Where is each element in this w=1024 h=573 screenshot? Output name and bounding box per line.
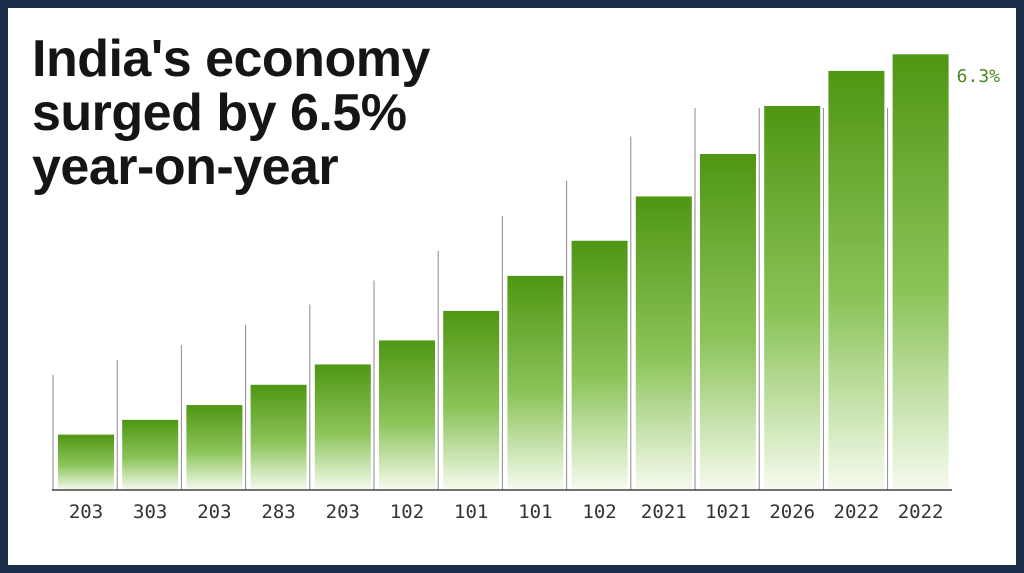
x-tick-label: 102: [582, 501, 616, 523]
gridlines: [52, 108, 889, 490]
x-tick-labels: 203 303 203 283 203 102 101 101 102 2021 1021 2026 2…: [69, 501, 944, 523]
x-tick-label: 101: [454, 501, 488, 523]
bar: [186, 405, 243, 490]
x-tick-label: 2022: [898, 501, 944, 523]
title-line-1: India's economy: [32, 30, 430, 88]
title-line-2: surged by 6.5%: [32, 84, 407, 142]
x-tick-label: 2021: [641, 501, 687, 523]
x-tick-label: 203: [69, 501, 103, 523]
bar: [507, 275, 564, 490]
chart-frame: 203 303 203 283 203 102 101 101 102 2021 1021 2026 2…: [8, 8, 1016, 565]
bar: [828, 70, 885, 490]
bar: [764, 106, 821, 490]
bar: [122, 419, 179, 490]
x-tick-label: 102: [390, 501, 424, 523]
bar: [443, 310, 500, 490]
x-tick-label: 303: [133, 501, 167, 523]
top-value-label: 6.3%: [956, 66, 1000, 87]
x-tick-label: 1021: [705, 501, 751, 523]
bars-group: [58, 54, 949, 491]
bar: [250, 384, 307, 490]
x-tick-label: 101: [518, 501, 552, 523]
x-tick-label: 203: [197, 501, 231, 523]
bar: [571, 240, 628, 490]
x-tick-label: 2026: [769, 501, 815, 523]
bar-chart: 203 303 203 283 203 102 101 101 102 2021 1021 2026 2…: [52, 54, 952, 523]
title-line-3: year-on-year: [32, 138, 339, 196]
x-tick-label: 203: [326, 501, 360, 523]
bar: [58, 434, 114, 490]
bar: [635, 196, 692, 490]
chart-title: India's economy surged by 6.5% year-on-y…: [32, 32, 430, 194]
x-tick-label: 283: [261, 501, 295, 523]
bar: [379, 340, 435, 490]
bar: [700, 154, 756, 490]
x-tick-label: 2022: [834, 501, 880, 523]
bar: [892, 54, 949, 491]
bar: [314, 364, 371, 490]
